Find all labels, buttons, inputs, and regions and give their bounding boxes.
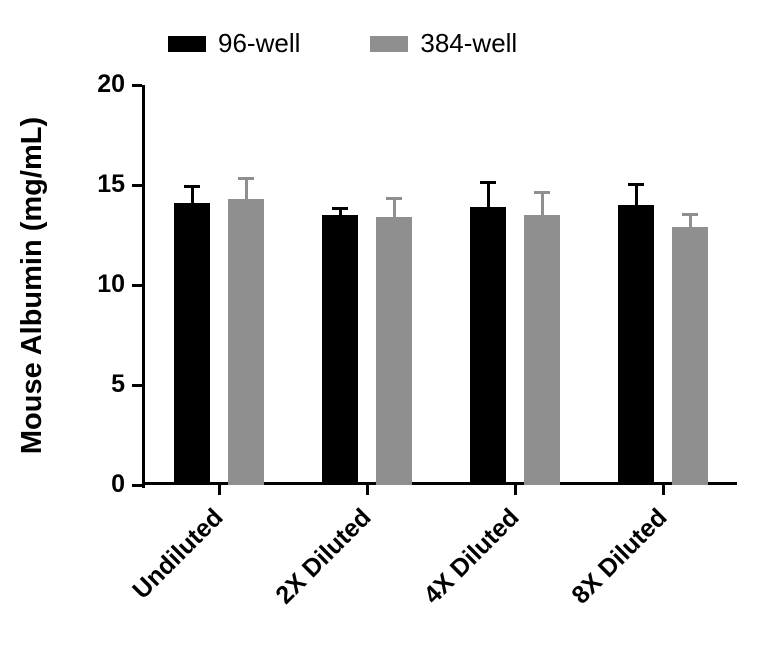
error-bar-line <box>392 197 396 223</box>
legend-swatch-384-well <box>370 35 409 52</box>
error-bar-line <box>688 213 692 233</box>
error-bar-cap <box>628 183 644 186</box>
x-axis-tick <box>661 485 665 495</box>
error-bar-line <box>190 185 194 209</box>
y-axis-line <box>142 85 145 488</box>
chart-legend: 96-well 384-well <box>168 28 517 59</box>
y-axis-title: Mouse Albumin (mg/mL) <box>16 116 49 454</box>
x-axis-category-label: 8X Diluted <box>566 503 673 610</box>
y-axis-tick <box>132 183 142 187</box>
x-axis-line <box>142 482 737 485</box>
y-axis-tick <box>132 283 142 287</box>
error-bar-line <box>634 183 638 211</box>
legend-swatch-96-well <box>168 35 206 52</box>
legend-item-96-well: 96-well <box>168 28 300 59</box>
x-axis-tick <box>365 485 369 495</box>
error-bar-cap <box>534 191 550 194</box>
bar <box>174 203 210 485</box>
error-bar-line <box>486 181 490 213</box>
x-axis-category-label: Undiluted <box>127 503 229 605</box>
bar <box>470 207 506 485</box>
y-axis-tick <box>132 483 142 487</box>
y-axis-tick-label: 10 <box>97 270 125 298</box>
bar <box>322 215 358 485</box>
x-axis-category-label: 2X Diluted <box>270 503 377 610</box>
error-bar-cap <box>480 181 496 184</box>
error-bar-line <box>540 191 544 221</box>
x-axis-tick <box>513 485 517 495</box>
y-axis-tick-label: 0 <box>111 470 125 498</box>
x-axis-category-label: 4X Diluted <box>418 503 525 610</box>
bar <box>618 205 654 485</box>
error-bar-line <box>244 177 248 205</box>
y-axis-title-wrap: Mouse Albumin (mg/mL) <box>6 85 60 485</box>
error-bar-cap <box>386 197 402 200</box>
legend-label-384-well: 384-well <box>420 28 518 58</box>
error-bar-cap <box>682 213 698 216</box>
legend-label-96-well: 96-well <box>218 28 301 58</box>
error-bar-line <box>338 207 342 221</box>
y-axis-tick-label: 15 <box>97 170 125 198</box>
y-axis-tick-label: 20 <box>97 70 125 98</box>
y-axis-tick <box>132 383 142 387</box>
y-axis-tick <box>132 83 142 87</box>
bar <box>376 217 412 485</box>
x-axis-tick <box>217 485 221 495</box>
bar <box>672 227 708 485</box>
plot-area: 0 5 10 15 20 Undiluted 2X Diluted 4X Diluted 8X … <box>97 70 737 609</box>
error-bar-cap <box>238 177 254 180</box>
error-bar-cap <box>332 207 348 210</box>
error-bar-cap <box>184 185 200 188</box>
y-axis-tick-label: 5 <box>111 370 125 398</box>
legend-item-384-well: 384-well <box>370 28 517 59</box>
bar <box>524 215 560 485</box>
bar <box>228 199 264 485</box>
